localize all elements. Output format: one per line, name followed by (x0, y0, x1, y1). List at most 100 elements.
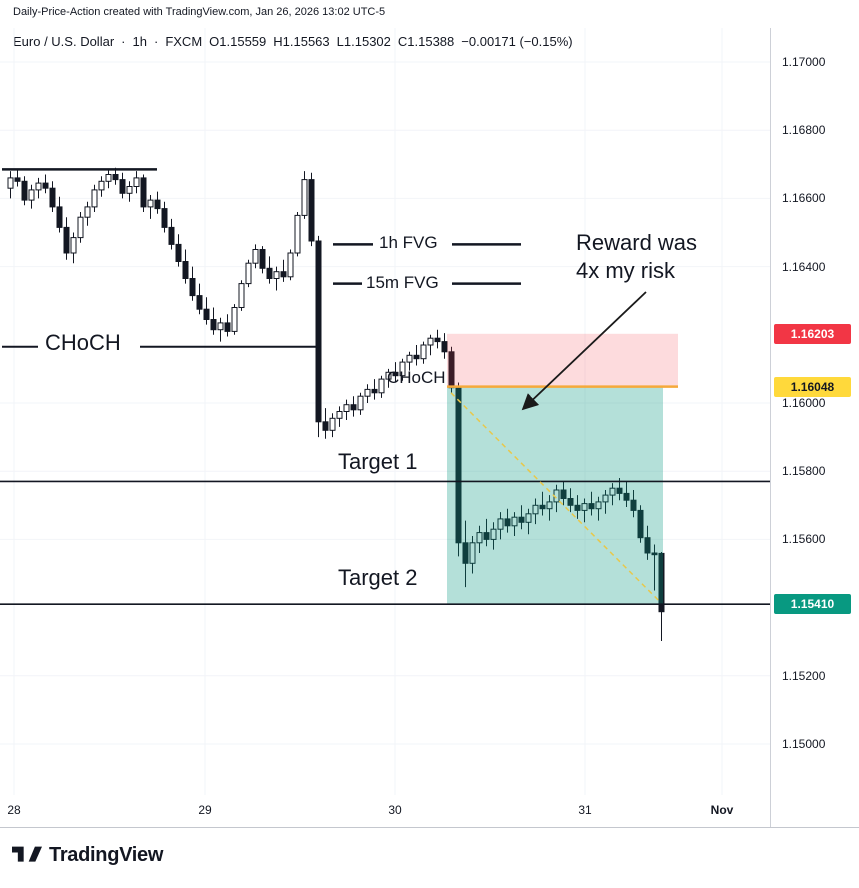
candle-body (329, 417, 336, 431)
candle-body (28, 189, 35, 201)
candle-body (616, 487, 623, 494)
candle-body (336, 411, 343, 419)
candle-body (126, 186, 133, 194)
candle-body (343, 404, 350, 413)
trend-diagonal-dashed[interactable] (450, 392, 660, 602)
price-tick-label: 1.16800 (782, 123, 826, 138)
candle-body (203, 308, 210, 321)
candle-body (294, 214, 301, 254)
time-axis[interactable]: 28 29 30 31 Nov (0, 803, 859, 821)
risk-reward-zones (447, 333, 678, 605)
candle-body (392, 371, 399, 377)
choch-label-left: CHoCH (45, 330, 121, 355)
candle-body (301, 179, 308, 216)
candle-body (462, 542, 469, 564)
candle-body (238, 283, 245, 309)
candle-body (119, 179, 126, 194)
fvg-1h-label: 1h FVG (379, 233, 438, 252)
candle-body (427, 337, 434, 346)
candle-body (511, 516, 518, 527)
tradingview-wordmark: TradingView (49, 843, 164, 866)
candle-body (56, 206, 63, 228)
candle-body (133, 177, 140, 187)
candle-body (483, 532, 490, 540)
time-tick-label: 30 (388, 803, 402, 817)
ohlc-open: O1.15559 (209, 34, 267, 49)
annotation-arrow[interactable] (521, 291, 647, 411)
candle-body (518, 516, 525, 523)
risk-zone[interactable] (447, 333, 678, 387)
tradingview-logo-icon (12, 846, 42, 862)
candle-body (525, 513, 532, 523)
candle-body (574, 504, 581, 511)
candle-body (7, 177, 14, 189)
reward-zone[interactable] (447, 386, 663, 605)
level-lines (0, 168, 770, 606)
price-tick-label: 1.15600 (782, 532, 826, 547)
candle-body (91, 189, 98, 208)
candle-body (441, 341, 448, 353)
candle-body (658, 552, 665, 613)
candle-body (280, 271, 287, 278)
candle-body (637, 509, 644, 539)
reward-note-line1: Reward was (576, 230, 698, 255)
candle-body (140, 177, 147, 208)
candle-body (413, 354, 420, 360)
candle-body (217, 322, 224, 331)
price-tick-label: 1.15200 (782, 668, 826, 683)
fvg-15m-label: 15m FVG (366, 273, 439, 292)
candle-body (539, 504, 546, 510)
attribution-text: Daily-Price-Action created with TradingV… (13, 6, 386, 18)
candle-body (259, 249, 266, 269)
candlestick-series (7, 167, 665, 641)
candle-body (595, 501, 602, 510)
candle-body (35, 182, 42, 191)
candle-body (420, 344, 427, 360)
tradingview-logo[interactable]: TradingView (12, 843, 163, 867)
choch-label-mid: CHoCH (387, 368, 446, 387)
reward-note-line2: 4x my risk (576, 258, 675, 283)
candle-body (189, 278, 196, 297)
price-tick-label: 1.15000 (782, 737, 826, 751)
ohlc-high: H1.15563 (273, 34, 330, 49)
candle-body (406, 354, 413, 363)
candle-body (602, 494, 609, 503)
candle-body (245, 262, 252, 285)
interval-label: 1h (132, 34, 147, 49)
price-tick-label: 1.16600 (782, 191, 826, 206)
candle-body (84, 206, 91, 218)
candle-body (567, 498, 574, 506)
candle-body (651, 552, 658, 556)
price-axis[interactable]: 1.17000 1.16800 1.16600 1.16400 1.16000 1.158… (771, 0, 859, 827)
candle-body (112, 174, 119, 181)
target-1-label: Target 1 (338, 449, 418, 474)
candle-body (399, 361, 406, 377)
price-badge: 1.16203 (774, 323, 851, 344)
drawing-overlays (450, 291, 660, 602)
separator-dot: · (121, 34, 126, 49)
candle-body (357, 395, 364, 411)
price-axis-separator (770, 28, 771, 827)
candle-body (14, 177, 21, 182)
time-tick-label: Nov (710, 803, 734, 817)
exchange-label: FXCM (165, 34, 203, 49)
candle-body (497, 518, 504, 530)
candle-body (560, 489, 567, 499)
candle-body (105, 174, 112, 182)
candle-body (77, 216, 84, 239)
candle-body (196, 295, 203, 310)
candle-body (147, 199, 154, 208)
separator-dot: · (153, 34, 159, 49)
price-tick-label: 1.16400 (782, 259, 826, 274)
candle-body (210, 319, 217, 331)
candle-body (364, 388, 371, 397)
symbol-info-bar: Euro / U.S. Dollar · 1h · FXCM O1.15559 … (13, 34, 573, 49)
candle-body (42, 182, 49, 189)
price-badge: 1.16048 (774, 376, 851, 397)
price-badge: 1.15410 (774, 594, 851, 615)
ohlc-change: −0.00171 (−0.15%) (461, 34, 573, 49)
candle-body (434, 337, 441, 343)
candle-body (371, 388, 378, 394)
candle-body (70, 237, 77, 254)
